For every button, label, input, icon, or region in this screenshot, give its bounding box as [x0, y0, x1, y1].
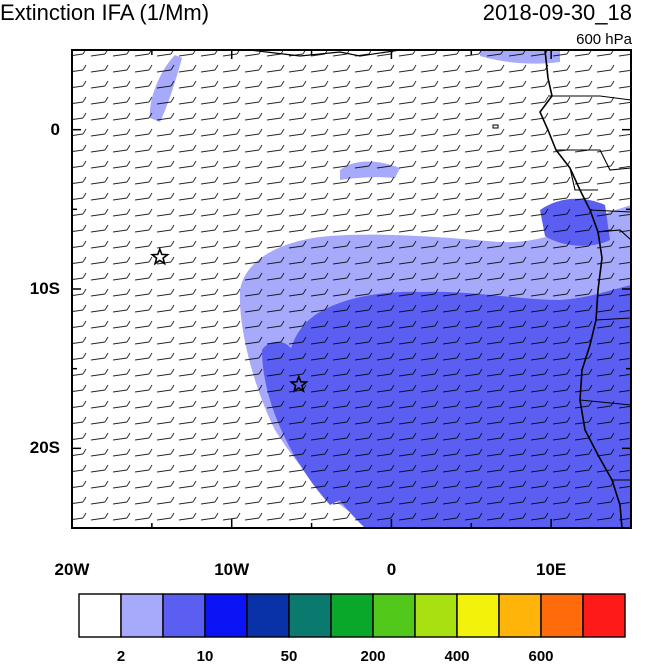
- africa-coastline: [539, 50, 623, 528]
- country-borders: [548, 95, 631, 481]
- colorbar-tick-label: 50: [280, 648, 298, 665]
- star-marker-icon: [289, 374, 309, 393]
- colorbar-tick-label: 2: [116, 648, 126, 665]
- lon-tick-label: 20W: [54, 560, 90, 579]
- colorbar-tick-label: 400: [444, 648, 470, 665]
- colorbar-swatch: [540, 593, 584, 638]
- colorbar-tick-label: 600: [528, 648, 554, 665]
- star-marker-icon: [150, 246, 170, 266]
- wind-barbs: [72, 50, 631, 528]
- plot-datetime: 2018-09-30_18: [482, 0, 632, 25]
- colorbar-swatch: [456, 593, 500, 638]
- colorbar-swatch: [330, 593, 374, 638]
- lon-tick-label: 10W: [214, 560, 250, 579]
- colorbar-swatch: [582, 593, 626, 638]
- colorbar-swatch: [414, 593, 458, 638]
- colorbar-swatch: [120, 593, 164, 638]
- colorbar-tick-label: 200: [360, 648, 386, 665]
- site-markers: [150, 246, 309, 393]
- colorbar-tick-label: 10: [196, 648, 214, 665]
- colorbar: [78, 593, 626, 638]
- axis-tickmarks: [71, 49, 632, 529]
- colorbar-swatch: [246, 593, 290, 638]
- colorbar-swatch: [288, 593, 332, 638]
- plot-title: Extinction IFA (1/Mm): [0, 0, 210, 25]
- pressure-level-label: 600 hPa: [576, 31, 632, 48]
- lat-tick-label: 20S: [29, 438, 60, 458]
- colorbar-swatch: [204, 593, 248, 638]
- lat-tick-label: 10S: [29, 279, 60, 298]
- colorbar-swatch: [372, 593, 416, 638]
- lat-tick-label: 0: [50, 119, 60, 139]
- north-coast: [249, 50, 401, 57]
- colorbar-swatch: [498, 593, 542, 638]
- lon-tick-label: 0: [386, 560, 397, 579]
- island: [492, 124, 499, 129]
- lon-tick-label: 10E: [536, 560, 567, 579]
- colorbar-swatch: [162, 593, 206, 638]
- map-plot-area: [72, 50, 631, 528]
- colorbar-swatch: [78, 593, 122, 638]
